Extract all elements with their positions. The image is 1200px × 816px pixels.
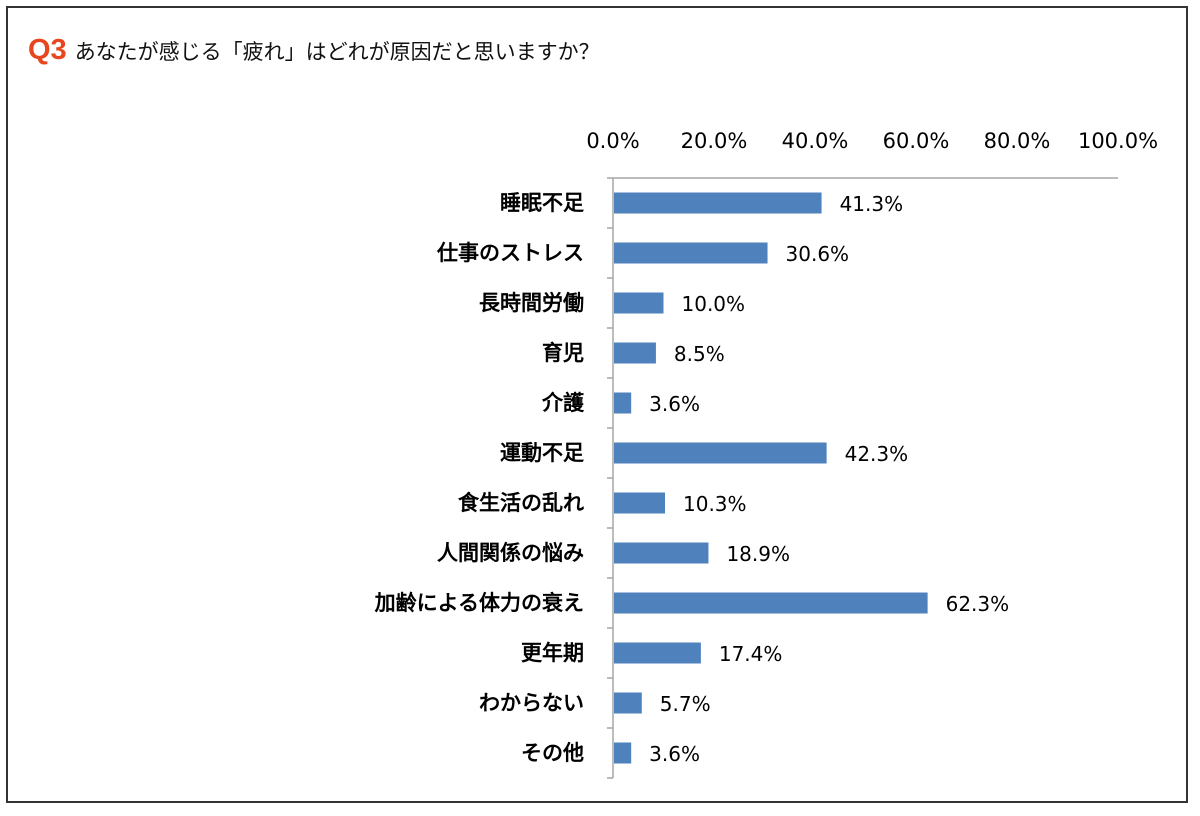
data-label: 62.3% <box>946 592 1010 616</box>
bar <box>614 642 701 664</box>
question-text: あなたが感じる「疲れ」はどれが原因だと思いますか？ <box>74 40 600 64</box>
bar <box>614 292 664 314</box>
x-tick-label: 0.0% <box>586 129 639 153</box>
x-tick-label: 40.0% <box>782 129 849 153</box>
x-tick-label: 100.0% <box>1078 129 1158 153</box>
category-label: 運動不足 <box>500 441 584 465</box>
bar <box>614 692 642 714</box>
data-label: 8.5% <box>674 342 725 366</box>
category-label: その他 <box>521 741 584 765</box>
data-label: 42.3% <box>845 442 909 466</box>
x-tick-label: 60.0% <box>883 129 950 153</box>
x-tick-label: 80.0% <box>984 129 1051 153</box>
bar <box>614 542 709 564</box>
data-label: 3.6% <box>649 742 700 766</box>
data-label: 18.9% <box>726 542 790 566</box>
category-label: 育児 <box>542 341 584 365</box>
category-label: 仕事のストレス <box>436 241 584 265</box>
category-label: 人間関係の悩み <box>437 541 584 565</box>
category-label: わからない <box>479 691 584 715</box>
bar <box>614 442 827 464</box>
data-label: 10.3% <box>683 492 747 516</box>
question-number: Q3 <box>28 34 67 66</box>
category-label: 更年期 <box>521 641 584 665</box>
bar <box>614 342 656 364</box>
bar <box>614 492 666 514</box>
chart-frame <box>6 6 1188 803</box>
x-tick-label: 20.0% <box>681 129 748 153</box>
category-label: 介護 <box>541 391 585 415</box>
question-heading: Q3 あなたが感じる「疲れ」はどれが原因だと思いますか？ <box>28 34 600 67</box>
category-label: 食生活の乱れ <box>458 491 584 515</box>
data-label: 41.3% <box>840 192 904 216</box>
bar <box>614 592 928 614</box>
category-label: 睡眠不足 <box>500 191 584 215</box>
bar <box>614 392 632 414</box>
bar <box>614 242 768 264</box>
bar <box>614 192 822 214</box>
category-label: 長時間労働 <box>479 291 584 315</box>
data-label: 5.7% <box>660 692 711 716</box>
category-label: 加齢による体力の衰え <box>374 591 584 615</box>
data-label: 17.4% <box>719 642 783 666</box>
data-label: 30.6% <box>786 242 850 266</box>
data-label: 10.0% <box>682 292 746 316</box>
data-label: 3.6% <box>649 392 700 416</box>
bar <box>614 742 632 764</box>
